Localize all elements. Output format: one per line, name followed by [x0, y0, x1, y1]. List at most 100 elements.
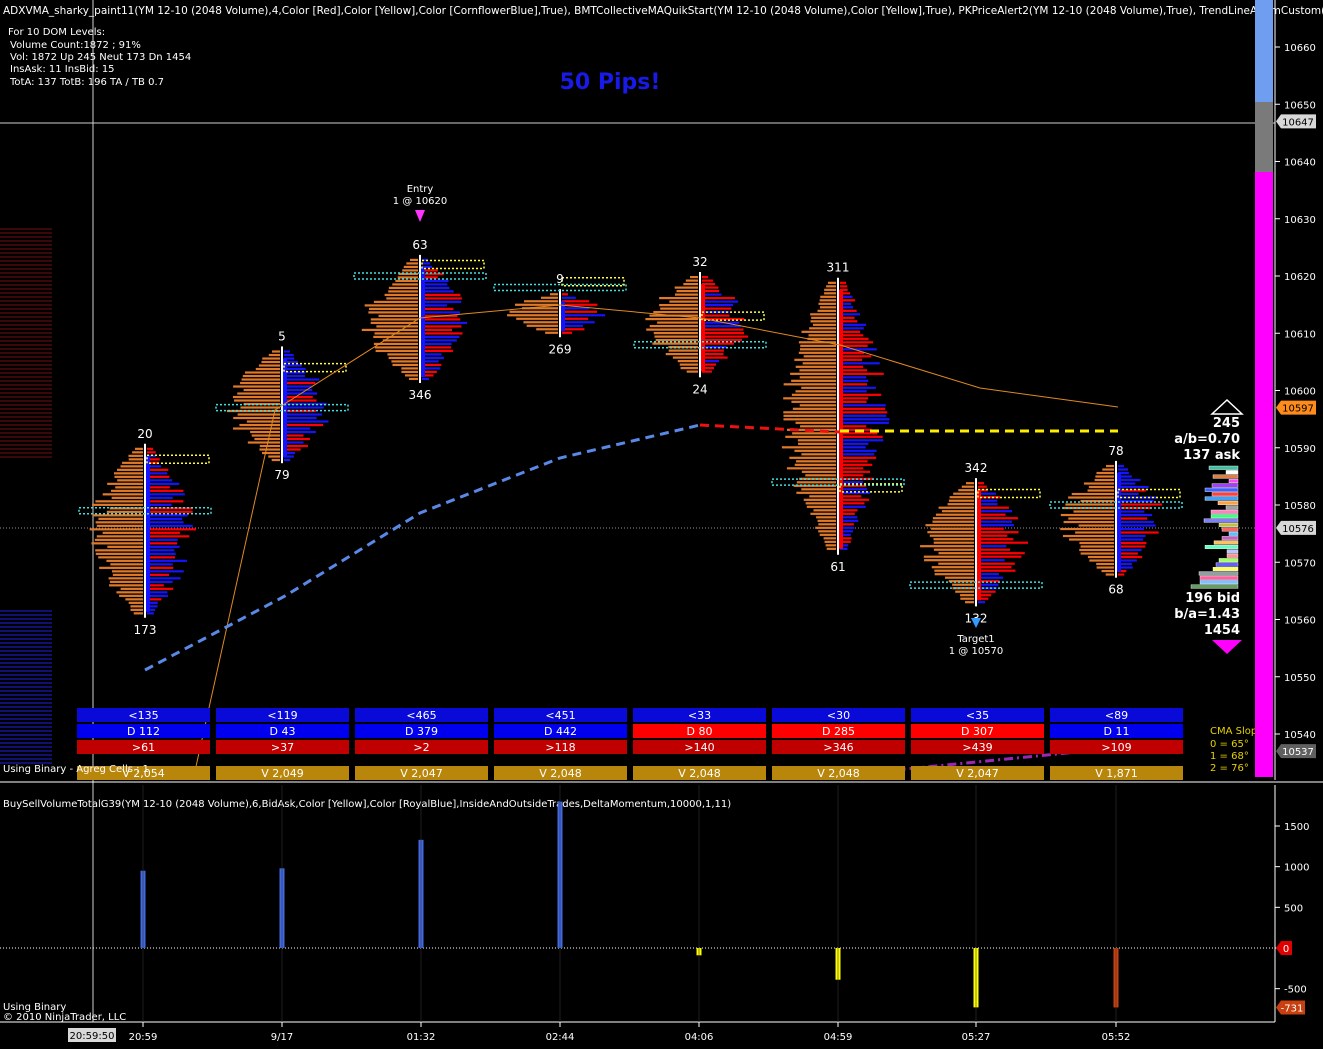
dom-ladder-level — [1217, 501, 1239, 506]
dom-history-strip — [0, 424, 52, 426]
trend-line-red — [699, 423, 841, 434]
ask-volume-bar — [408, 377, 418, 381]
dom-history-strip — [0, 734, 52, 736]
ask-volume-bar — [657, 321, 698, 324]
bid-volume-bar — [840, 435, 883, 438]
bar-statistics-rows: <135 D 112 >61 V 2,054 <119 D 43 >37 V 2,049 <46… — [77, 708, 1183, 780]
dom-history-strip — [0, 344, 52, 346]
ask-volume-bar — [387, 353, 418, 356]
ask-volume-bar — [117, 479, 143, 482]
ask-volume-bar — [1096, 562, 1114, 566]
ask-volume-bar — [1060, 527, 1114, 531]
dom-history-strip — [0, 730, 52, 732]
ask-volume-bar — [783, 397, 836, 400]
value-box — [839, 483, 903, 493]
ask-volume-bar — [660, 307, 698, 310]
dom-history-strip — [0, 690, 52, 692]
entry-title: Entry — [407, 184, 434, 195]
bid-volume-bar — [702, 300, 739, 303]
poc-box — [633, 340, 767, 349]
bid-volume-bar — [147, 587, 174, 590]
ask-volume-bar — [364, 304, 418, 307]
ask-volume-bar — [370, 321, 418, 325]
adxvma-line — [192, 304, 1119, 781]
ask-volume-bar — [1073, 510, 1114, 513]
bid-volume-bar — [978, 538, 1014, 541]
ask-volume-bar — [674, 293, 698, 296]
ask-volume-bar — [809, 327, 836, 330]
bid-volume-bar — [1118, 531, 1159, 534]
bid-volume-bar — [284, 451, 296, 455]
stat-label-v: V 2,049 — [261, 767, 304, 780]
collective-ma-line — [144, 423, 701, 672]
bid-volume-bar — [422, 370, 437, 374]
dom-history-strip — [0, 364, 52, 366]
ask-volume-bar — [130, 605, 143, 608]
ask-volume-bar — [258, 364, 280, 367]
bid-volume-bar — [284, 399, 317, 402]
time-axis: 20:59 9/17 01:32 02:44 04:06 04:59 05:27 05:52 — [129, 785, 1130, 1043]
bid-volume-bar — [978, 576, 1004, 579]
bid-volume-bar — [422, 332, 463, 335]
bid-volume-bar — [147, 573, 169, 576]
ask-volume-bar — [818, 302, 836, 305]
dom-ladder-level — [1198, 571, 1239, 576]
dom-ladder-level — [1212, 567, 1239, 572]
stat-label-gt: >61 — [132, 741, 155, 754]
bid-volume-bar — [1118, 527, 1145, 531]
ask-volume-bar — [796, 481, 836, 484]
stat-cell-v — [633, 766, 766, 780]
delta-tick-label: 1000 — [1284, 863, 1309, 874]
ask-volume-bar — [370, 318, 418, 321]
ask-volume-bar — [361, 328, 418, 332]
ask-volume-bar — [953, 492, 974, 495]
ask-volume-bar — [958, 489, 974, 492]
ask-volume-bar — [795, 390, 836, 393]
dom-ladder-level — [1226, 553, 1239, 558]
ask-volume-bar — [949, 496, 974, 499]
bar-body — [977, 490, 981, 601]
bid-volume-bar — [147, 461, 159, 464]
delta-tick-label: -500 — [1284, 985, 1307, 996]
ask-volume-bar — [244, 371, 280, 374]
bid-volume-bar — [147, 486, 170, 489]
ask-volume-bar — [794, 449, 836, 452]
dom-history-strip — [0, 702, 52, 704]
bid-volume-bar — [840, 488, 868, 491]
bar-body — [839, 289, 843, 549]
ask-volume-bar — [934, 573, 974, 576]
price-tick-label: 10590 — [1284, 444, 1316, 455]
ask-volume-bar — [109, 507, 143, 510]
ask-volume-bar — [938, 552, 974, 555]
stat-label-lt: <35 — [966, 709, 989, 722]
ask-volume-bar — [801, 453, 836, 456]
bid-volume-bar — [422, 293, 461, 297]
bar-bottom-count: 68 — [1108, 583, 1123, 597]
bid-volume-bar — [978, 510, 1013, 513]
dom-history-strip — [0, 722, 52, 724]
ask-volume-bar — [817, 519, 836, 522]
bid-volume-bar — [147, 559, 187, 562]
bid-volume-bar — [147, 524, 193, 527]
ask-volume-bar — [119, 594, 143, 597]
ask-volume-bar — [1075, 531, 1114, 534]
ask-volume-bar — [254, 437, 280, 441]
ask-volume-bar — [781, 446, 836, 449]
dom-history-strip — [0, 392, 52, 394]
bid-volume-bar — [422, 297, 462, 300]
ask-volume-bar — [410, 258, 418, 262]
stat-label-v: V 2,047 — [956, 767, 999, 780]
ask-volume-bar — [792, 407, 836, 410]
dom-history-strip — [0, 352, 52, 354]
stat-label-v: V 2,054 — [122, 767, 165, 780]
bid-volume-bar — [422, 276, 438, 279]
ask-volume-bar — [95, 521, 143, 524]
bid-volume-bar — [562, 300, 590, 303]
bid-volume-bar — [422, 346, 452, 349]
ask-volume-bar — [934, 569, 974, 572]
volume-profile: 32 24 — [633, 255, 767, 396]
bid-volume-bar — [284, 430, 316, 434]
ask-volume-bar — [375, 349, 418, 353]
ask-volume-bar — [1101, 569, 1114, 573]
